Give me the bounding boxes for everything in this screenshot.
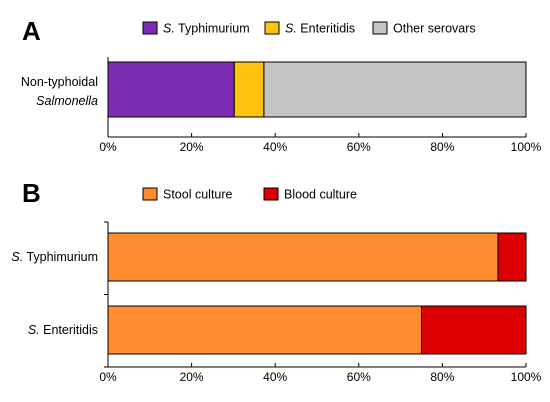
legend-label: S. Enteritidis xyxy=(285,22,355,36)
legend-label: Stool culture xyxy=(163,188,233,202)
legend-swatch xyxy=(142,21,158,35)
category-label: S. Enteritidis xyxy=(28,323,98,337)
legend-swatch xyxy=(372,21,388,35)
bar-segment xyxy=(233,61,265,118)
x-tick-label: 40% xyxy=(263,370,287,384)
panel-label-b: B xyxy=(22,178,41,208)
legend-swatch xyxy=(264,21,280,35)
x-tick-label: 20% xyxy=(180,370,204,384)
legend-swatch xyxy=(142,187,158,201)
x-tick-label: 100% xyxy=(511,140,542,154)
legend-swatch xyxy=(263,187,279,201)
panel-a-chart: S. Typhimurium S. Enteritidis Other serova… xyxy=(21,21,542,154)
legend-label: S. Typhimurium xyxy=(163,22,250,36)
legend-label: Other serovars xyxy=(393,22,476,36)
x-tick-label: 60% xyxy=(347,140,371,154)
bar-segment xyxy=(107,232,499,282)
x-tick-label: 0% xyxy=(99,140,117,154)
x-tick-label: 100% xyxy=(511,370,542,384)
category-label: Salmonella xyxy=(36,94,98,108)
x-tick-label: 0% xyxy=(99,370,117,384)
bar-segment xyxy=(107,305,422,355)
bar-segment xyxy=(107,61,235,118)
x-tick-label: 80% xyxy=(430,140,454,154)
panel-label-a: A xyxy=(22,16,41,46)
bar-segment xyxy=(421,305,527,355)
legend-label: Blood culture xyxy=(284,188,357,202)
x-tick-label: 20% xyxy=(180,140,204,154)
panel-b-chart: Stool culture Blood culture S. Typhimurium… xyxy=(11,187,542,384)
x-tick-label: 40% xyxy=(263,140,287,154)
bar-segment xyxy=(263,61,527,118)
bar-segment xyxy=(497,232,527,282)
category-label: Non-typhoidal xyxy=(21,75,98,89)
x-tick-label: 60% xyxy=(347,370,371,384)
x-tick-label: 80% xyxy=(430,370,454,384)
category-label: S. Typhimurium xyxy=(11,250,98,264)
